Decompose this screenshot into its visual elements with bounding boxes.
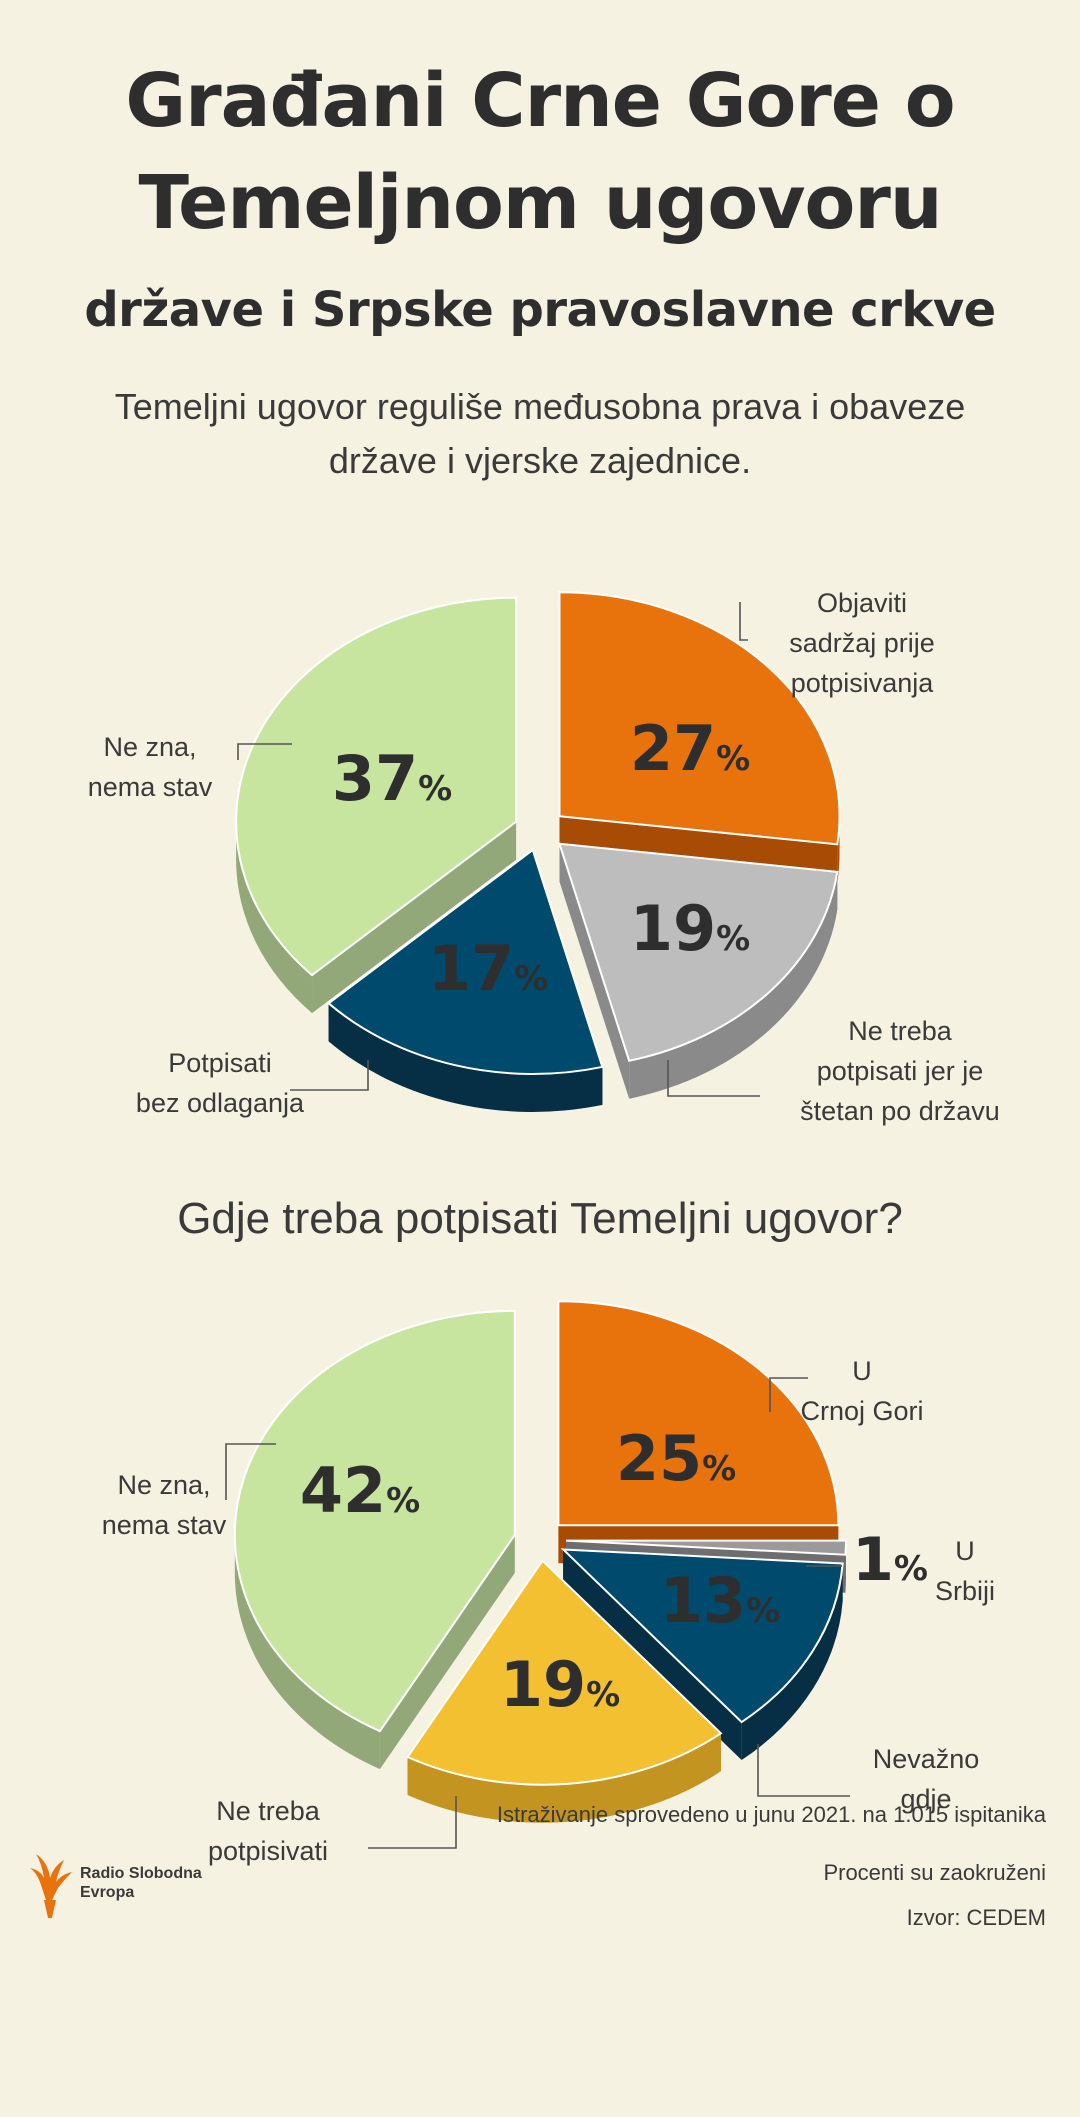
footer-rounding: Procenti su zaokruženi (823, 1860, 1046, 1885)
pie-slice-value: 19% (630, 892, 750, 965)
intro-text: Temeljni ugovor reguliše međusobna prava… (0, 380, 1080, 488)
pie-slice-value: 13% (660, 1564, 780, 1637)
pie-slice (406, 1559, 723, 1823)
pie-slice-top (558, 842, 839, 1062)
pie-slice-label: U Crnoj Gori (800, 1356, 923, 1426)
subtitle: države i Srpske pravoslavne crkve (84, 282, 996, 338)
pie-slice-side (328, 1003, 603, 1112)
pie-slice (235, 596, 518, 1014)
leader-line (769, 1377, 808, 1412)
leader-line (757, 1744, 850, 1797)
leader-line (667, 1060, 760, 1097)
pie-slice-label: Objaviti sadržaj prije potpisivanja (789, 588, 935, 698)
pie-slice-top (327, 848, 604, 1075)
pie-slice (560, 1548, 844, 1761)
leader-line (739, 602, 748, 641)
pie-slice-value: 27% (630, 712, 750, 785)
pie-slice-top (233, 1309, 516, 1733)
footer-survey: Istraživanje sprovedeno u junu 2021. na … (496, 1802, 1046, 1827)
pie-slice-top (560, 1548, 844, 1724)
torch-handle-icon (44, 1900, 56, 1918)
rse-torch-logo-icon (30, 1854, 72, 1918)
logo-wordmark: Radio Slobodna Evropa (80, 1864, 202, 1902)
intro-line-2: države i vjerske zajednice. (328, 440, 752, 481)
pie-slice-value: 17% (428, 932, 548, 1005)
pie-slice-side (407, 1733, 721, 1823)
leader-line (225, 1443, 276, 1500)
pie-slice-wall (563, 1549, 742, 1761)
pie-slice-wall (379, 1534, 515, 1770)
pie-chart-location: 25% U Crnoj Gori 1% U Srbiji 13% Nevažno gdje 19%… (102, 1300, 995, 1866)
pie-slice-label: Nevažno gdje (873, 1744, 980, 1814)
pie-slice-value: 19% (500, 1648, 620, 1721)
pie-slice-value: 1% (852, 1525, 928, 1595)
leader-line (237, 743, 292, 760)
title-line-1: Građani Crne Gore o (125, 58, 955, 144)
pie-slice-top (406, 1559, 723, 1786)
pie-slice-value: 25% (616, 1422, 736, 1495)
pie-slice-wall (559, 843, 630, 1099)
pie-slice-side (629, 871, 838, 1099)
pie-slice-label: Ne zna, nema stav (102, 1470, 227, 1540)
pie-chart-opinion: 27% Objaviti sadržaj prije potpisivanja 19% N… (88, 588, 1000, 1126)
pie-slice-side (741, 1563, 843, 1761)
logo-line-1: Radio Slobodna (80, 1865, 202, 1882)
pie-slice-top (565, 1539, 847, 1556)
footer-source: Izvor: CEDEM (906, 1905, 1046, 1930)
pie-slice-wall (312, 821, 517, 1014)
pie-slice-top (235, 596, 518, 977)
pie-slice-top (558, 591, 841, 846)
pie-slice-top (557, 1300, 840, 1527)
pie-slice-label: Ne treba potpisivati (208, 1796, 328, 1866)
pie-slice-label: Ne zna, nema stav (88, 732, 213, 802)
pie-slice-value: 37% (332, 742, 452, 815)
leader-line (368, 1796, 457, 1849)
pie-slice-side (234, 1534, 380, 1770)
question-heading: Gdje treba potpisati Temeljni ugovor? (177, 1194, 903, 1243)
logo-line-2: Evropa (80, 1884, 135, 1901)
leader-line (290, 1060, 369, 1091)
pie-slice (327, 848, 604, 1112)
pie-slice (233, 1309, 516, 1770)
intro-line-1: Temeljni ugovor reguliše međusobna prava… (114, 386, 966, 427)
pie-slice-label: Potpisati bez odlaganja (136, 1048, 305, 1118)
title-line-2: Temeljnom ugovoru (138, 160, 943, 246)
pie-slice-label: U Srbiji (935, 1536, 995, 1606)
pie-slice-side (236, 821, 313, 1014)
torch-flame-icon (30, 1854, 72, 1900)
pie-slice (558, 842, 839, 1099)
pie-slice-label: Ne treba potpisati jer je štetan po državu (800, 1016, 1000, 1126)
pie-slice-value: 42% (300, 1454, 420, 1527)
